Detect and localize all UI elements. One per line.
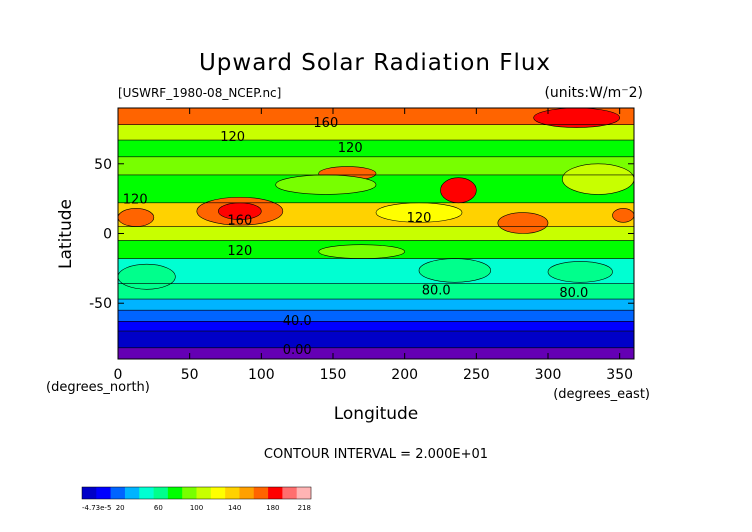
lat-band-5 xyxy=(118,283,634,300)
contour-label-7: 80.0 xyxy=(422,283,451,298)
flux-patch-14 xyxy=(318,244,405,259)
colorbar-swatch-0 xyxy=(82,487,97,499)
lat-band-13 xyxy=(118,124,634,141)
x-tick-label-3: 150 xyxy=(320,367,347,383)
lat-band-9 xyxy=(118,202,634,227)
colorbar-label-1: 20 xyxy=(116,504,125,512)
y-tick-label-2: 50 xyxy=(94,157,112,173)
flux-patch-5 xyxy=(440,177,477,204)
lat-band-8 xyxy=(118,226,634,241)
lat-band-10 xyxy=(118,174,634,203)
colorbar: -4.73e-5 20 60 100 140 180 218 xyxy=(81,486,312,512)
contour-interval-label: CONTOUR INTERVAL = 2.000E+01 xyxy=(264,447,488,462)
colorbar-swatch-10 xyxy=(225,487,240,499)
lat-band-2 xyxy=(118,321,634,332)
lat-band-1 xyxy=(118,331,634,348)
colorbar-swatch-11 xyxy=(239,487,255,499)
x-tick-label-4: 200 xyxy=(391,367,418,383)
colorbar-swatch-1 xyxy=(96,487,111,499)
contour-label-4: 160 xyxy=(227,214,252,229)
lat-band-4 xyxy=(118,299,634,311)
colorbar-swatch-4 xyxy=(139,487,154,499)
flux-patch-13 xyxy=(547,261,613,283)
contour-label-5: 120 xyxy=(227,244,252,259)
x-tick-label-2: 100 xyxy=(248,367,275,383)
contour-label-3: 120 xyxy=(123,193,148,208)
y-axis-unit: (degrees_north) xyxy=(46,380,150,395)
lat-band-3 xyxy=(118,310,634,322)
colorbar-swatch-5 xyxy=(153,487,169,499)
x-tick-label-7: 350 xyxy=(606,367,633,383)
colorbar-label-2: 60 xyxy=(154,504,163,512)
contour-label-2: 120 xyxy=(338,141,363,156)
flux-patch-6 xyxy=(497,212,549,234)
axes: 0 50 100 150 200 250 300 350 -50 0 50 xyxy=(89,108,634,383)
chart-title: Upward Solar Radiation Flux xyxy=(199,50,551,76)
flux-patch-12 xyxy=(418,258,491,283)
flux-patch-10 xyxy=(562,163,635,195)
x-tick-label-5: 250 xyxy=(463,367,490,383)
colorbar-swatch-13 xyxy=(268,487,283,499)
lat-band-14 xyxy=(118,108,634,125)
colorbar-label-4: 140 xyxy=(228,504,241,512)
x-tick-label-0: 0 xyxy=(114,367,123,383)
colorbar-frame xyxy=(81,486,312,500)
colorbar-label-5: 180 xyxy=(266,504,279,512)
colorbar-swatch-6 xyxy=(167,487,183,499)
file-label: [USWRF_1980-08_NCEP.nc] xyxy=(118,86,281,100)
contour-label-6: 120 xyxy=(407,211,432,226)
x-tick-label-6: 300 xyxy=(535,367,562,383)
colorbar-swatch-9 xyxy=(210,487,226,499)
contour-label-0: 160 xyxy=(313,116,338,131)
y-tick-label-1: 0 xyxy=(103,227,112,243)
y-axis-title: Latitude xyxy=(56,199,76,269)
contour-label-10: 0.00 xyxy=(283,343,312,358)
lat-band-12 xyxy=(118,140,634,157)
y-tick-label-0: -50 xyxy=(89,296,112,312)
colorbar-swatch-2 xyxy=(110,487,126,499)
colorbar-label-0: -4.73e-5 xyxy=(82,504,111,512)
flux-patch-11 xyxy=(117,263,176,290)
plot-area xyxy=(117,107,635,359)
flux-patch-7 xyxy=(612,208,635,223)
colorbar-swatch-12 xyxy=(253,487,269,499)
colorbar-swatch-14 xyxy=(282,487,297,499)
colorbar-swatch-3 xyxy=(124,487,140,499)
x-axis-title: Longitude xyxy=(334,404,419,424)
flux-patch-9 xyxy=(275,174,377,195)
colorbar-label-6: 218 xyxy=(298,504,311,512)
flux-patch-1 xyxy=(117,208,155,227)
colorbar-swatch-8 xyxy=(196,487,212,499)
units-label: (units:W/m⁻2) xyxy=(544,85,643,101)
colorbar-label-3: 100 xyxy=(190,504,203,512)
contour-label-9: 40.0 xyxy=(283,314,312,329)
lat-band-11 xyxy=(118,156,634,175)
contour-label-1: 120 xyxy=(220,130,245,145)
x-axis-unit: (degrees_east) xyxy=(553,387,650,402)
x-tick-label-1: 50 xyxy=(181,367,199,383)
lat-band-0 xyxy=(118,347,634,359)
colorbar-swatch-7 xyxy=(182,487,197,499)
contour-label-8: 80.0 xyxy=(559,286,588,301)
colorbar-swatch-15 xyxy=(296,487,312,499)
